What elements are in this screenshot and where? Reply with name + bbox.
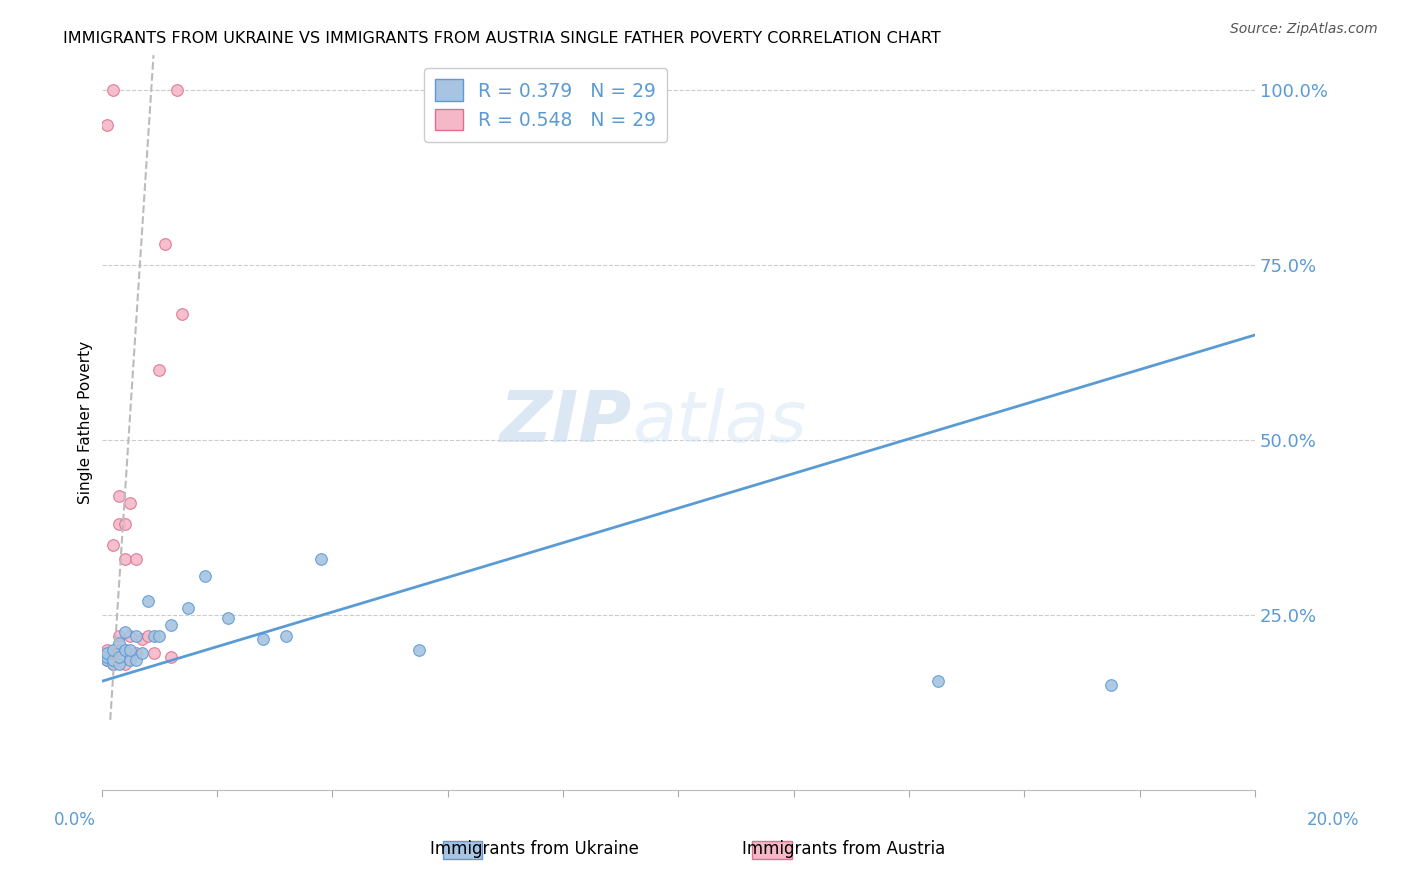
Point xyxy=(120,643,142,657)
Point xyxy=(108,636,131,650)
Point xyxy=(120,496,142,510)
Point xyxy=(101,538,124,552)
Point xyxy=(276,629,298,643)
Point xyxy=(125,653,148,667)
Point xyxy=(136,594,159,608)
Point xyxy=(125,646,148,660)
Point xyxy=(131,632,153,647)
Point xyxy=(125,552,148,566)
Point xyxy=(217,611,239,625)
Point xyxy=(125,629,148,643)
Point xyxy=(96,653,118,667)
Point xyxy=(96,649,118,664)
Point xyxy=(1099,678,1122,692)
Point xyxy=(114,643,136,657)
Point xyxy=(108,516,131,531)
Text: Immigrants from Austria: Immigrants from Austria xyxy=(742,840,945,858)
Point xyxy=(309,552,332,566)
Point xyxy=(136,629,159,643)
Legend: R = 0.379   N = 29, R = 0.548   N = 29: R = 0.379 N = 29, R = 0.548 N = 29 xyxy=(423,68,668,142)
Text: 0.0%: 0.0% xyxy=(53,811,96,829)
Point xyxy=(108,657,131,671)
Point xyxy=(142,629,165,643)
Point xyxy=(101,653,124,667)
Text: atlas: atlas xyxy=(633,388,807,457)
Point xyxy=(148,629,170,643)
Point xyxy=(159,649,181,664)
Point xyxy=(131,646,153,660)
Point xyxy=(108,649,131,664)
Y-axis label: Single Father Poverty: Single Father Poverty xyxy=(79,341,93,504)
Point xyxy=(101,653,124,667)
Point xyxy=(96,643,118,657)
Point xyxy=(114,552,136,566)
Point xyxy=(927,674,949,689)
Point xyxy=(101,657,124,671)
Point xyxy=(96,646,118,660)
Point xyxy=(408,643,430,657)
Point xyxy=(96,646,118,660)
Text: ZIP: ZIP xyxy=(501,388,633,457)
Point xyxy=(108,629,131,643)
Text: 20.0%: 20.0% xyxy=(1306,811,1360,829)
Point xyxy=(252,632,274,647)
Point xyxy=(114,516,136,531)
Point xyxy=(101,643,124,657)
Point xyxy=(114,657,136,671)
Point xyxy=(120,649,142,664)
Point xyxy=(153,237,176,252)
Point xyxy=(108,489,131,503)
Point xyxy=(194,569,217,583)
Point xyxy=(96,653,118,667)
Point xyxy=(159,618,181,632)
Point xyxy=(172,307,194,321)
Point xyxy=(114,625,136,640)
Point xyxy=(166,83,188,97)
Text: Immigrants from Ukraine: Immigrants from Ukraine xyxy=(430,840,638,858)
Point xyxy=(101,83,124,97)
Point xyxy=(148,363,170,377)
Point xyxy=(114,643,136,657)
Point xyxy=(177,600,200,615)
Point xyxy=(101,657,124,671)
Point xyxy=(120,653,142,667)
Text: Source: ZipAtlas.com: Source: ZipAtlas.com xyxy=(1230,22,1378,37)
Point xyxy=(96,118,118,132)
Point xyxy=(108,643,131,657)
Point xyxy=(120,629,142,643)
Point xyxy=(142,646,165,660)
Text: IMMIGRANTS FROM UKRAINE VS IMMIGRANTS FROM AUSTRIA SINGLE FATHER POVERTY CORRELA: IMMIGRANTS FROM UKRAINE VS IMMIGRANTS FR… xyxy=(63,31,941,46)
